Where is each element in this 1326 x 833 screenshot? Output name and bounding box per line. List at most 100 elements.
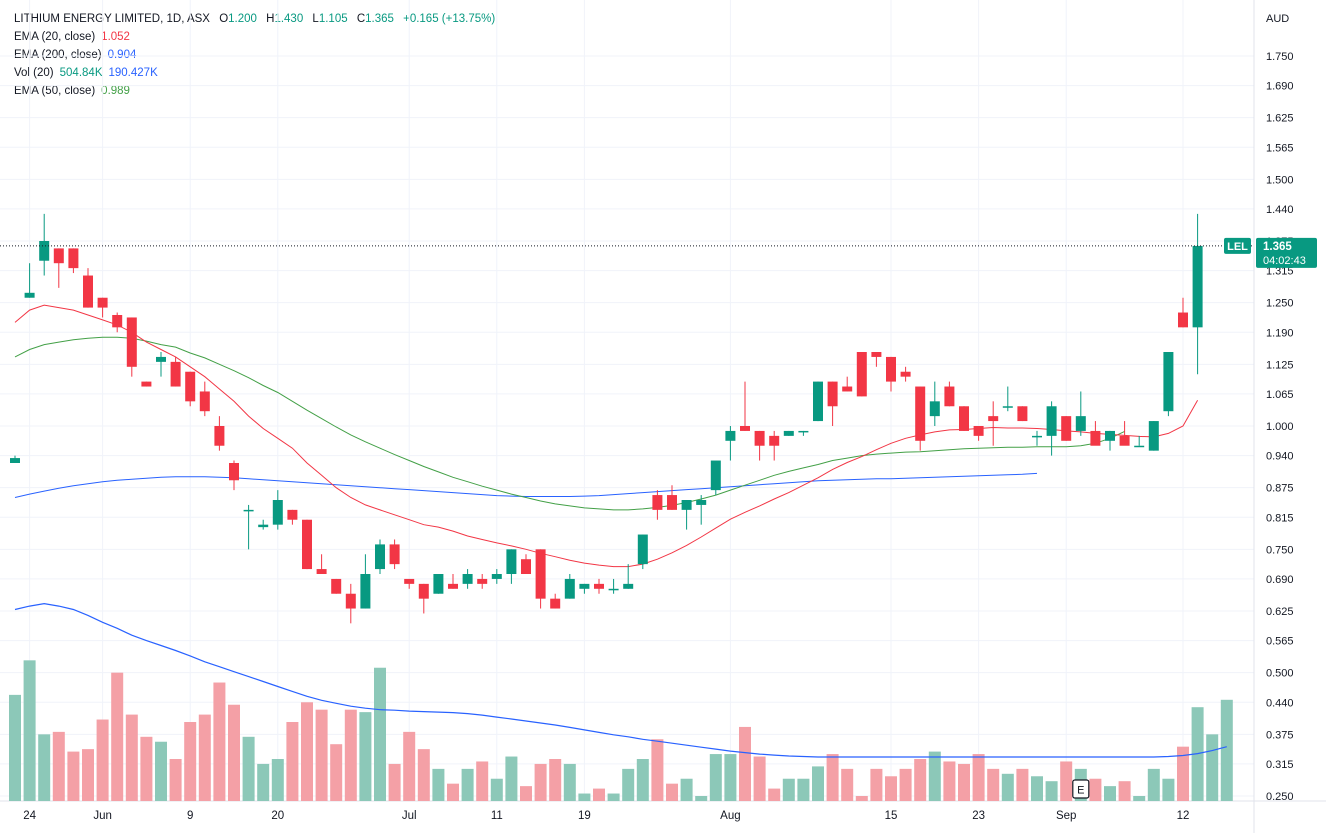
- volume-bar: [271, 759, 284, 801]
- candle: [1148, 421, 1159, 451]
- candle: [798, 430, 809, 436]
- candle: [389, 539, 400, 570]
- candle-body: [404, 578, 415, 584]
- volume-bar: [198, 714, 211, 801]
- volume-bar: [739, 726, 751, 801]
- candle-body: [258, 524, 269, 528]
- candle-body: [1032, 435, 1042, 438]
- candle-body: [491, 574, 502, 579]
- candle-body: [10, 458, 20, 463]
- price-tick-label: 1.690: [1266, 81, 1294, 93]
- candle-body: [360, 574, 371, 609]
- volume-bar: [155, 741, 167, 801]
- price-tick-label: 0.565: [1266, 636, 1294, 648]
- candle: [10, 455, 20, 463]
- volume-bar: [812, 766, 824, 801]
- candle: [652, 490, 663, 520]
- volume-bar: [330, 744, 343, 801]
- candle-body: [710, 460, 721, 491]
- volume-bar: [257, 763, 270, 801]
- price-tick-label: 0.375: [1266, 729, 1294, 741]
- volume-bar: [38, 734, 51, 801]
- price-tick-label: 1.750: [1266, 51, 1294, 63]
- candle: [53, 248, 64, 288]
- legend-ema200-row[interactable]: EMA (200, close) 0.904: [14, 46, 495, 64]
- candle-body: [1046, 406, 1057, 436]
- candle: [229, 460, 239, 491]
- volume-bar: [709, 754, 722, 801]
- price-tick-label: 0.750: [1266, 544, 1294, 556]
- legend-volume-row[interactable]: Vol (20) 504.84K 190.427K: [14, 64, 495, 82]
- volume-bar: [549, 759, 562, 801]
- candle-body: [477, 578, 488, 584]
- volume-bar: [534, 763, 547, 801]
- volume-bar: [476, 761, 489, 801]
- candle: [491, 569, 502, 584]
- volume-bar: [301, 702, 313, 801]
- currency-label: AUD: [1266, 13, 1289, 25]
- volume-bar: [403, 731, 416, 801]
- legend-title-row: LITHIUM ENERGY LIMITED, 1D, ASX O1.200 H…: [14, 10, 495, 28]
- price-tick-label: 1.315: [1266, 266, 1294, 278]
- volume-bar: [461, 768, 474, 801]
- candle: [316, 554, 327, 574]
- candle-body: [83, 275, 93, 308]
- price-tick-label: 1.250: [1266, 298, 1294, 310]
- earnings-marker-box: [1072, 779, 1090, 799]
- candle-body: [1002, 406, 1013, 408]
- candle-body: [579, 583, 590, 589]
- candle: [214, 416, 225, 451]
- volume-bar: [914, 759, 927, 801]
- ema20-value: 1.052: [101, 31, 130, 43]
- volume-bar: [1220, 699, 1233, 801]
- candle: [243, 504, 254, 550]
- volume-bar: [753, 756, 766, 801]
- candle: [608, 578, 619, 594]
- volume-bar: [67, 751, 80, 801]
- price-tick-label: 0.440: [1266, 697, 1294, 709]
- candle-body: [988, 416, 999, 422]
- ema20-line: [14, 304, 1199, 568]
- volume-bar: [972, 754, 985, 801]
- candle-body: [535, 549, 546, 599]
- date-tick-label: 20: [271, 810, 284, 822]
- candle-body: [944, 386, 955, 407]
- volume-bar: [1118, 781, 1131, 801]
- candle-body: [199, 391, 210, 412]
- date-tick-label: 23: [972, 810, 985, 822]
- candle: [199, 381, 210, 417]
- ema20-label: EMA (20, close): [14, 31, 96, 43]
- candle: [944, 381, 955, 407]
- volume-bar: [768, 788, 781, 801]
- candle: [871, 352, 882, 367]
- legend-ema20-row[interactable]: EMA (20, close) 1.052: [14, 28, 495, 46]
- legend-ema50-row[interactable]: EMA (50, close) 0.989: [14, 82, 495, 100]
- date-tick-label: 15: [885, 810, 898, 822]
- price-tick-label: 0.315: [1266, 759, 1294, 771]
- candle: [1134, 435, 1145, 448]
- candle-body: [842, 386, 853, 392]
- candle: [462, 569, 473, 589]
- candle: [1002, 386, 1013, 412]
- ema50-line: [14, 336, 1125, 511]
- candle-body: [929, 401, 940, 417]
- volume-bar: [388, 763, 401, 801]
- candle: [564, 574, 575, 599]
- candle-body: [667, 495, 677, 510]
- volume-label: Vol (20): [14, 67, 54, 79]
- candle-body: [1119, 435, 1130, 446]
- candle-body: [1105, 430, 1115, 441]
- volume-bar: [593, 788, 605, 801]
- volume-bar: [52, 731, 65, 801]
- symbol-tag-label: LEL: [1227, 241, 1248, 253]
- date-tick-label: Aug: [720, 810, 740, 822]
- candle-body: [97, 297, 108, 308]
- candle-body: [521, 559, 531, 574]
- candle-body: [696, 500, 707, 505]
- date-tick-label: Jun: [93, 810, 112, 822]
- date-tick-label: Sep: [1056, 810, 1076, 822]
- volume-bar: [315, 709, 328, 801]
- volume-bar: [359, 712, 372, 801]
- candle: [973, 426, 984, 441]
